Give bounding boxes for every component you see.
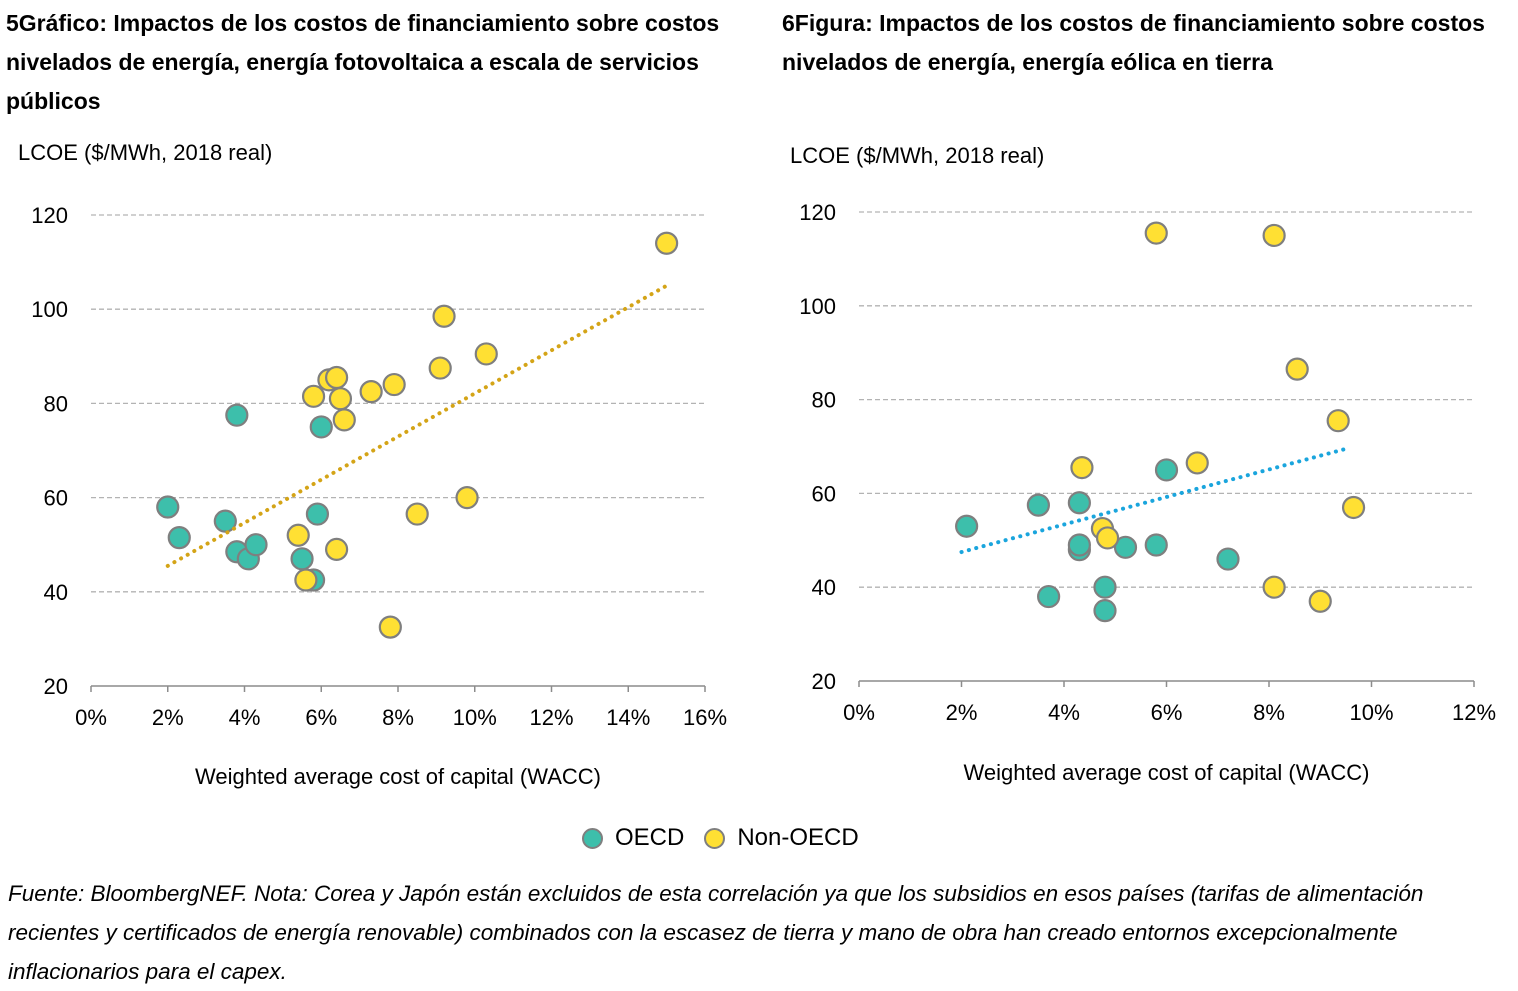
right-y-tick-label: 100 [799,294,836,319]
right-x-tick-label: 12% [1452,700,1496,725]
legend-label-non-oecd: Non-OECD [737,824,859,851]
left-point-non-oecd [301,384,326,408]
right-y-axis-label: LCOE ($/MWh, 2018 real) [790,143,1044,168]
left-point-non-oecd [378,615,402,639]
left-point-oecd [156,495,180,519]
left-point-oecd [290,547,314,571]
right-point-oecd [1154,458,1179,482]
right-point-oecd [1144,533,1168,557]
right-point-non-oecd [1185,451,1209,475]
legend-label-oecd: OECD [615,824,685,851]
left-point-non-oecd [294,568,318,592]
left-x-tick-label: 12% [529,705,573,730]
right-y-tick-label: 20 [812,669,836,694]
right-x-tick-label: 6% [1151,700,1183,725]
right-point-oecd [1026,493,1050,517]
left-point-non-oecd [328,387,353,411]
left-y-tick-label: 60 [44,486,68,511]
right-point-non-oecd [1095,526,1120,550]
left-x-tick-label: 8% [382,705,414,730]
left-point-non-oecd [382,372,406,397]
left-point-non-oecd [432,304,456,328]
left-x-tick-label: 0% [75,705,107,730]
left-x-axis-label: Weighted average cost of capital (WACC) [195,764,601,789]
right-point-oecd [1067,491,1091,515]
left-point-non-oecd [455,486,479,510]
right-x-tick-label: 0% [843,700,875,725]
right-x-axis-label: Weighted average cost of capital (WACC) [964,760,1370,785]
right-y-tick-label: 120 [799,200,836,225]
right-point-non-oecd [1341,495,1366,520]
left-point-non-oecd [332,408,356,432]
right-point-oecd [1093,575,1117,599]
left-y-tick-label: 100 [31,297,68,322]
left-x-tick-label: 10% [453,705,497,730]
right-x-tick-label: 4% [1048,700,1080,725]
right-point-oecd [1216,547,1240,571]
source-footnote: Fuente: BloombergNEF. Nota: Corea y Japó… [8,881,1424,984]
left-x-tick-label: 6% [305,705,337,730]
right-point-oecd [1093,599,1117,623]
left-point-non-oecd [655,231,679,255]
legend: OECD Non-OECD [582,820,879,856]
chart-title-left: 5Gráfico: Impactos de los costos de fina… [6,10,720,114]
right-x-tick-label: 2% [946,700,978,725]
left-x-tick-label: 4% [229,705,261,730]
left-point-non-oecd [359,380,383,404]
left-point-non-oecd [428,356,452,380]
right-y-tick-label: 80 [812,388,836,413]
left-point-oecd [225,403,249,427]
chart-title-right: 6Figura: Impactos de los costos de finan… [782,10,1485,75]
left-point-oecd [305,502,330,526]
left-x-tick-label: 16% [683,705,727,730]
left-point-non-oecd [405,502,429,526]
right-point-non-oecd [1326,409,1350,433]
right-point-non-oecd [1262,223,1286,248]
right-point-oecd [1113,535,1138,559]
legend-item-oecd: OECD [582,824,684,852]
right-point-non-oecd [1070,456,1094,480]
left-y-tick-label: 40 [44,580,68,605]
right-y-tick-label: 40 [812,575,836,600]
left-point-oecd [167,526,191,550]
left-point-non-oecd [325,537,349,562]
legend-marker-oecd [582,827,603,849]
left-x-tick-label: 14% [606,705,650,730]
legend-item-non-oecd: Non-OECD [704,824,859,852]
left-point-non-oecd [286,523,310,547]
right-point-non-oecd [1285,357,1309,381]
charts-canvas: LCOE ($/MWh, 2018 real) 20 40 60 80 100 120 0% 2… [18,140,1496,789]
left-x-tick-label: 2% [152,705,184,730]
left-point-non-oecd [325,365,349,390]
left-y-tick-label: 120 [31,203,68,228]
right-point-non-oecd [1262,575,1286,599]
right-trendline [959,446,1348,555]
left-point-oecd [213,509,237,533]
left-y-axis-label: LCOE ($/MWh, 2018 real) [18,140,272,165]
legend-marker-non-oecd [704,827,726,849]
left-trendline [165,283,669,568]
right-point-non-oecd [1308,589,1332,613]
left-point-oecd [244,533,268,557]
right-point-oecd [1067,533,1091,557]
right-y-tick-label: 60 [812,481,836,506]
right-point-oecd [955,514,979,538]
right-point-non-oecd [1144,221,1168,245]
left-point-oecd [309,415,333,439]
right-point-oecd [1037,584,1061,609]
right-x-tick-label: 8% [1253,700,1285,725]
left-point-non-oecd [474,342,498,366]
left-y-tick-label: 80 [44,391,68,416]
left-y-tick-label: 20 [44,674,68,699]
right-x-tick-label: 10% [1349,700,1393,725]
